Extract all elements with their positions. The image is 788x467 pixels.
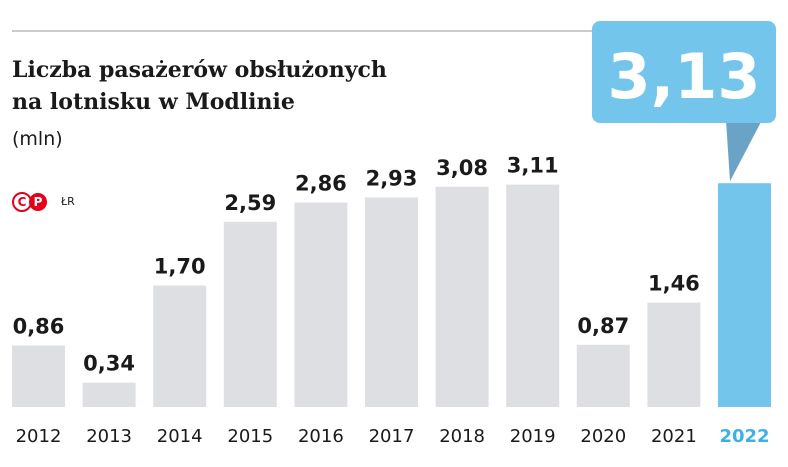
year-label-2012: 2012 <box>16 426 62 447</box>
bar-2019 <box>506 184 560 407</box>
year-label-2013: 2013 <box>86 426 132 447</box>
year-label-2020: 2020 <box>580 426 626 447</box>
value-label-2018: 3,08 <box>436 156 488 180</box>
value-label-2021: 1,46 <box>648 272 700 296</box>
bar-2016 <box>294 202 348 407</box>
chart-title: Liczba pasażerów obsłużonych na lotnisku… <box>12 54 432 118</box>
year-label-2018: 2018 <box>439 426 485 447</box>
bar-2013 <box>82 382 136 407</box>
bar-2017 <box>365 197 418 407</box>
year-label-2019: 2019 <box>510 426 556 447</box>
unit-label: (mln) <box>12 128 63 150</box>
year-label-2017: 2017 <box>369 426 415 447</box>
bar-2015 <box>223 221 277 407</box>
value-label-2013: 0,34 <box>83 352 135 376</box>
bar-2014 <box>153 285 207 407</box>
bar-2021 <box>647 302 701 407</box>
value-label-2019: 3,11 <box>507 154 559 178</box>
year-label-2022: 2022 <box>719 426 769 447</box>
year-label-2015: 2015 <box>227 426 273 447</box>
value-label-2015: 2,59 <box>224 191 276 215</box>
value-label-2020: 0,87 <box>577 314 629 338</box>
title-line-1: Liczba pasażerów obsłużonych <box>12 57 387 83</box>
value-label-2012: 0,86 <box>13 315 65 339</box>
title-line-2: na lotnisku w Modlinie <box>12 89 295 115</box>
bar-2020 <box>576 344 630 407</box>
bar-2012 <box>12 345 65 407</box>
year-label-2016: 2016 <box>298 426 344 447</box>
bar-2018 <box>435 186 489 407</box>
bar-2022 <box>718 183 771 407</box>
callout-box <box>592 21 776 123</box>
author-initials: ŁR <box>61 195 75 208</box>
value-label-2014: 1,70 <box>154 254 206 278</box>
value-label-2017: 2,93 <box>366 167 418 191</box>
year-label-2021: 2021 <box>651 426 697 447</box>
value-label-2016: 2,86 <box>295 172 347 196</box>
callout-value: 3,13 <box>608 40 761 113</box>
publisher-logo: C P ŁR <box>12 191 92 213</box>
year-label-2014: 2014 <box>157 426 203 447</box>
callout-pointer <box>726 120 762 182</box>
publisher-icon: P <box>29 192 47 211</box>
